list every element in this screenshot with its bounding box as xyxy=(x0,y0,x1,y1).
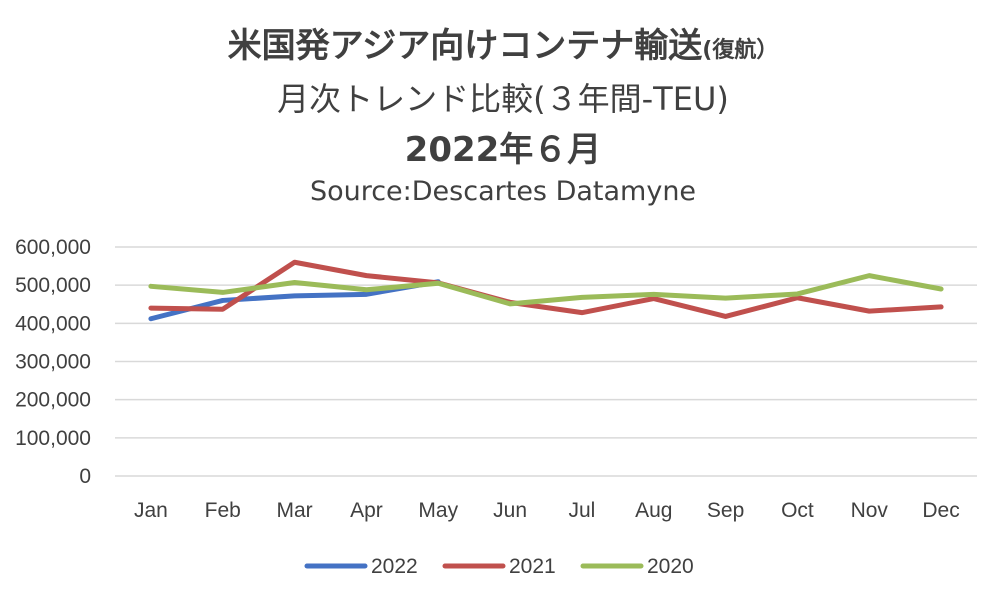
y-tick-label: 600,000 xyxy=(15,236,91,259)
x-tick-label: Oct xyxy=(781,499,814,522)
y-tick-label: 500,000 xyxy=(15,274,91,297)
chart-title-line3: 2022年６月 xyxy=(404,130,602,170)
y-tick-label: 100,000 xyxy=(15,427,91,450)
series-line-2020 xyxy=(148,273,944,307)
series-line-2021 xyxy=(148,259,944,319)
series-lines xyxy=(148,259,944,322)
legend-label: 2021 xyxy=(509,555,556,578)
chart-title-main: 米国発アジア向けコンテナ輸送 xyxy=(227,26,703,66)
x-axis-ticks: Jan Feb Mar Apr May Jun Jul Aug Sep Oct Nov Dec xyxy=(134,499,960,522)
chart-title-line2: 月次トレンド比較(３年間-TEU) xyxy=(277,80,729,118)
chart-source: Source:Descartes Datamyne xyxy=(309,176,697,207)
x-tick-label: Jul xyxy=(568,499,595,522)
x-tick-label: Jan xyxy=(134,499,168,522)
chart-title-small: (復航） xyxy=(702,38,779,63)
chart-title-line1: 米国発アジア向けコンテナ輸送(復航） xyxy=(0,18,1006,67)
x-tick-label: Dec xyxy=(922,499,959,522)
x-tick-label: Aug xyxy=(635,499,672,522)
legend: 2022 2021 2020 xyxy=(304,555,694,578)
y-tick-label: 400,000 xyxy=(15,312,91,335)
y-tick-label: 300,000 xyxy=(15,351,91,374)
x-tick-label: Feb xyxy=(205,499,241,522)
x-tick-label: May xyxy=(418,499,458,522)
y-axis-ticks: 0 100,000 200,000 300,000 400,000 500,000 600,… xyxy=(15,236,91,488)
x-tick-label: Nov xyxy=(851,499,889,522)
y-tick-label: 200,000 xyxy=(15,389,91,412)
y-tick-label: 0 xyxy=(79,465,91,488)
legend-label: 2022 xyxy=(371,555,418,578)
x-tick-label: Sep xyxy=(707,499,744,522)
x-tick-label: Mar xyxy=(276,499,312,522)
legend-label: 2020 xyxy=(647,555,694,578)
x-tick-label: Jun xyxy=(493,499,527,522)
x-tick-label: Apr xyxy=(350,499,383,522)
